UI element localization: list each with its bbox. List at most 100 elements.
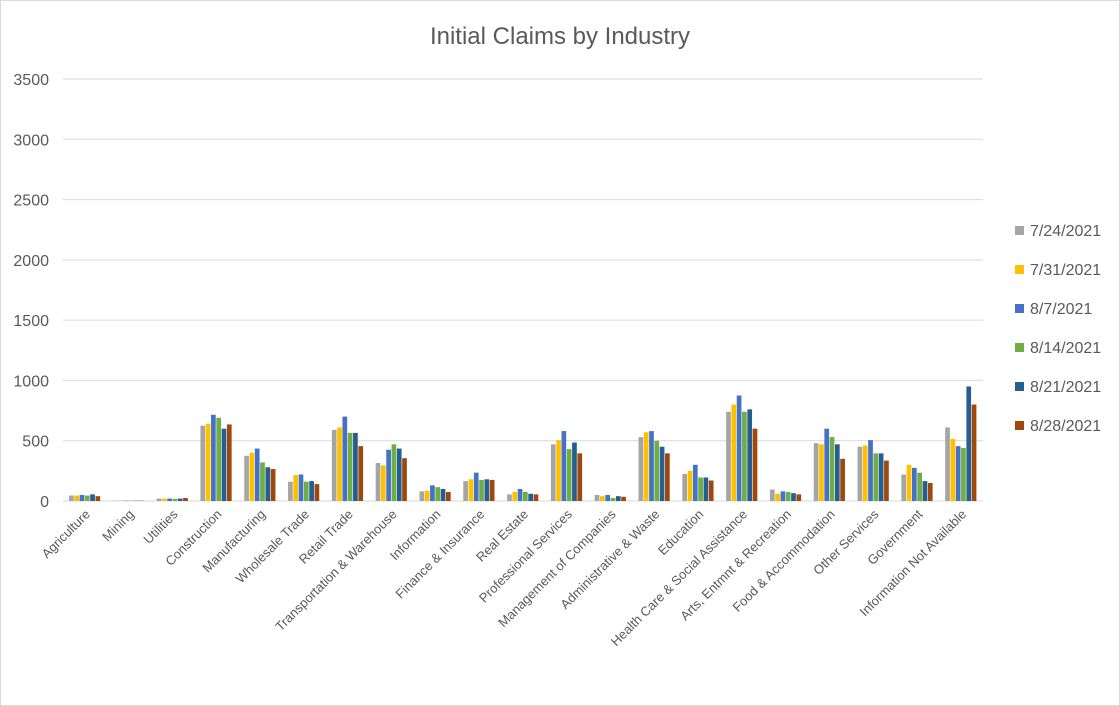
bar	[161, 498, 167, 501]
bar	[288, 481, 293, 501]
bar	[769, 489, 775, 501]
bar	[298, 474, 304, 501]
bar	[205, 423, 211, 501]
bar	[698, 477, 703, 501]
bar	[391, 444, 397, 501]
bar	[566, 449, 572, 501]
bar	[221, 428, 227, 501]
bar	[682, 473, 688, 501]
bar	[605, 494, 611, 501]
bar	[200, 425, 206, 501]
bar	[375, 463, 381, 501]
bar	[791, 493, 796, 501]
bar	[687, 470, 693, 501]
bar	[659, 446, 665, 501]
bar	[380, 465, 386, 501]
bar	[430, 485, 435, 501]
bar	[523, 491, 528, 501]
bar	[971, 404, 977, 501]
bar	[260, 462, 265, 501]
y-tick-label: 2000	[13, 253, 49, 270]
bar	[638, 437, 644, 501]
y-axis-ticks: 0 500 1000 1500 2000 2500 3000 3500	[13, 72, 49, 511]
bar	[922, 481, 928, 501]
bar	[79, 494, 85, 501]
bar	[424, 490, 430, 501]
legend-swatch	[1015, 304, 1024, 313]
bar	[156, 498, 162, 501]
bar	[479, 479, 484, 501]
bar	[331, 429, 337, 501]
bar	[507, 494, 512, 501]
legend-swatch	[1015, 265, 1024, 274]
bar	[528, 493, 533, 501]
y-tick-label: 1000	[13, 373, 49, 390]
legend-label: 8/14/2021	[1030, 340, 1101, 357]
y-tick-label: 1500	[13, 313, 49, 330]
x-tick-label: Agriculture	[38, 507, 93, 562]
bar	[473, 472, 479, 501]
bar	[386, 449, 391, 501]
bar	[594, 494, 600, 501]
legend-swatch	[1015, 226, 1024, 235]
bar	[906, 464, 912, 501]
bar	[244, 455, 249, 501]
bar	[517, 488, 523, 501]
bar	[419, 491, 425, 501]
bar	[966, 386, 972, 501]
bar	[216, 417, 222, 501]
bar	[834, 444, 840, 501]
y-tick-label: 3000	[13, 132, 49, 149]
legend-label: 7/31/2021	[1030, 262, 1101, 279]
bar	[665, 453, 670, 501]
bar	[309, 481, 314, 501]
bar	[396, 448, 402, 501]
bar	[813, 443, 819, 501]
bar	[172, 498, 178, 501]
legend-swatch	[1015, 421, 1024, 430]
bar	[649, 431, 654, 501]
bar	[785, 491, 791, 501]
bar	[572, 442, 577, 501]
bar	[177, 498, 183, 501]
legend-label: 8/28/2021	[1030, 418, 1101, 435]
chart-title: Initial Claims by Industry	[430, 23, 690, 50]
bar	[211, 414, 216, 501]
bar	[183, 497, 188, 501]
bar	[829, 437, 835, 501]
bar	[484, 479, 490, 501]
bar	[468, 479, 474, 501]
bar	[342, 416, 348, 501]
bar	[654, 440, 660, 501]
bar	[955, 446, 961, 501]
bar	[167, 498, 172, 501]
bar	[945, 427, 950, 501]
bar	[780, 491, 786, 501]
y-tick-label: 2500	[13, 193, 49, 210]
bar	[911, 467, 917, 501]
bar	[615, 496, 621, 501]
x-tick-label: Utilities	[140, 506, 181, 547]
bar	[840, 458, 845, 501]
bar	[303, 481, 309, 501]
bar	[950, 438, 956, 501]
bar	[917, 472, 922, 501]
bar	[347, 432, 353, 501]
bar	[74, 495, 80, 501]
bar	[226, 424, 232, 501]
legend-label: 7/24/2021	[1030, 223, 1101, 240]
bar	[90, 494, 95, 501]
bar	[736, 395, 742, 501]
bar	[868, 440, 873, 501]
bar	[643, 432, 649, 501]
bar	[621, 496, 626, 501]
bar	[731, 404, 737, 501]
bar	[857, 446, 863, 501]
bar	[884, 460, 889, 501]
bar	[692, 464, 698, 501]
bar	[824, 428, 830, 501]
bar	[249, 452, 255, 501]
bar	[435, 487, 441, 501]
